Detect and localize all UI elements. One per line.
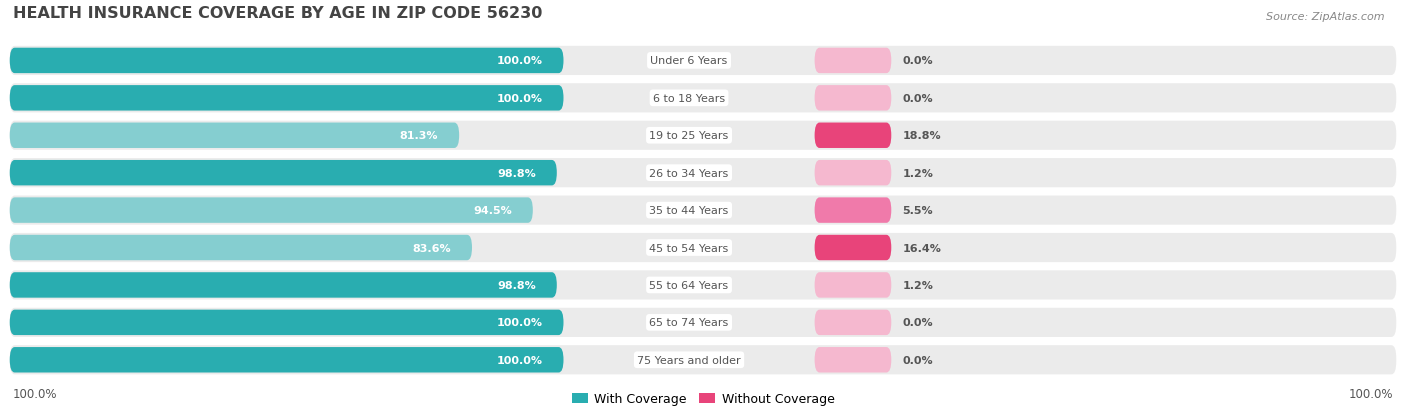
- Text: 16.4%: 16.4%: [903, 243, 942, 253]
- FancyBboxPatch shape: [10, 123, 460, 149]
- Text: 100.0%: 100.0%: [496, 56, 543, 66]
- Text: 98.8%: 98.8%: [498, 168, 536, 178]
- FancyBboxPatch shape: [814, 86, 891, 111]
- Text: 100.0%: 100.0%: [1348, 387, 1393, 400]
- Text: 45 to 54 Years: 45 to 54 Years: [650, 243, 728, 253]
- Text: 100.0%: 100.0%: [13, 387, 58, 400]
- FancyBboxPatch shape: [10, 84, 1396, 113]
- FancyBboxPatch shape: [10, 308, 1396, 337]
- Text: 0.0%: 0.0%: [903, 94, 934, 104]
- Text: 19 to 25 Years: 19 to 25 Years: [650, 131, 728, 141]
- FancyBboxPatch shape: [10, 233, 1396, 263]
- Text: 100.0%: 100.0%: [496, 355, 543, 365]
- FancyBboxPatch shape: [10, 49, 564, 74]
- FancyBboxPatch shape: [10, 196, 1396, 225]
- Text: 6 to 18 Years: 6 to 18 Years: [652, 94, 725, 104]
- FancyBboxPatch shape: [10, 47, 1396, 76]
- Text: 0.0%: 0.0%: [903, 355, 934, 365]
- Text: 26 to 34 Years: 26 to 34 Years: [650, 168, 728, 178]
- Text: 18.8%: 18.8%: [903, 131, 941, 141]
- Text: 81.3%: 81.3%: [399, 131, 439, 141]
- Text: 94.5%: 94.5%: [474, 206, 512, 216]
- Text: 1.2%: 1.2%: [903, 280, 934, 290]
- FancyBboxPatch shape: [814, 49, 891, 74]
- Text: 83.6%: 83.6%: [412, 243, 451, 253]
- FancyBboxPatch shape: [814, 123, 891, 149]
- FancyBboxPatch shape: [10, 159, 1396, 188]
- FancyBboxPatch shape: [814, 347, 891, 373]
- Text: 1.2%: 1.2%: [903, 168, 934, 178]
- FancyBboxPatch shape: [10, 273, 557, 298]
- FancyBboxPatch shape: [814, 310, 891, 335]
- FancyBboxPatch shape: [10, 121, 1396, 150]
- FancyBboxPatch shape: [10, 235, 472, 261]
- FancyBboxPatch shape: [10, 198, 533, 223]
- Text: Under 6 Years: Under 6 Years: [651, 56, 728, 66]
- Text: 75 Years and older: 75 Years and older: [637, 355, 741, 365]
- FancyBboxPatch shape: [814, 198, 891, 223]
- Text: Source: ZipAtlas.com: Source: ZipAtlas.com: [1267, 12, 1385, 22]
- FancyBboxPatch shape: [10, 271, 1396, 300]
- Text: 0.0%: 0.0%: [903, 56, 934, 66]
- FancyBboxPatch shape: [814, 235, 891, 261]
- Text: 100.0%: 100.0%: [496, 94, 543, 104]
- FancyBboxPatch shape: [814, 273, 891, 298]
- Text: 98.8%: 98.8%: [498, 280, 536, 290]
- FancyBboxPatch shape: [10, 347, 564, 373]
- Text: 100.0%: 100.0%: [496, 318, 543, 328]
- FancyBboxPatch shape: [10, 161, 557, 186]
- FancyBboxPatch shape: [10, 345, 1396, 375]
- FancyBboxPatch shape: [814, 161, 891, 186]
- Text: 5.5%: 5.5%: [903, 206, 934, 216]
- Text: 55 to 64 Years: 55 to 64 Years: [650, 280, 728, 290]
- FancyBboxPatch shape: [10, 310, 564, 335]
- Text: 65 to 74 Years: 65 to 74 Years: [650, 318, 728, 328]
- Legend: With Coverage, Without Coverage: With Coverage, Without Coverage: [567, 387, 839, 410]
- Text: HEALTH INSURANCE COVERAGE BY AGE IN ZIP CODE 56230: HEALTH INSURANCE COVERAGE BY AGE IN ZIP …: [13, 6, 541, 21]
- Text: 35 to 44 Years: 35 to 44 Years: [650, 206, 728, 216]
- FancyBboxPatch shape: [10, 86, 564, 111]
- Text: 0.0%: 0.0%: [903, 318, 934, 328]
